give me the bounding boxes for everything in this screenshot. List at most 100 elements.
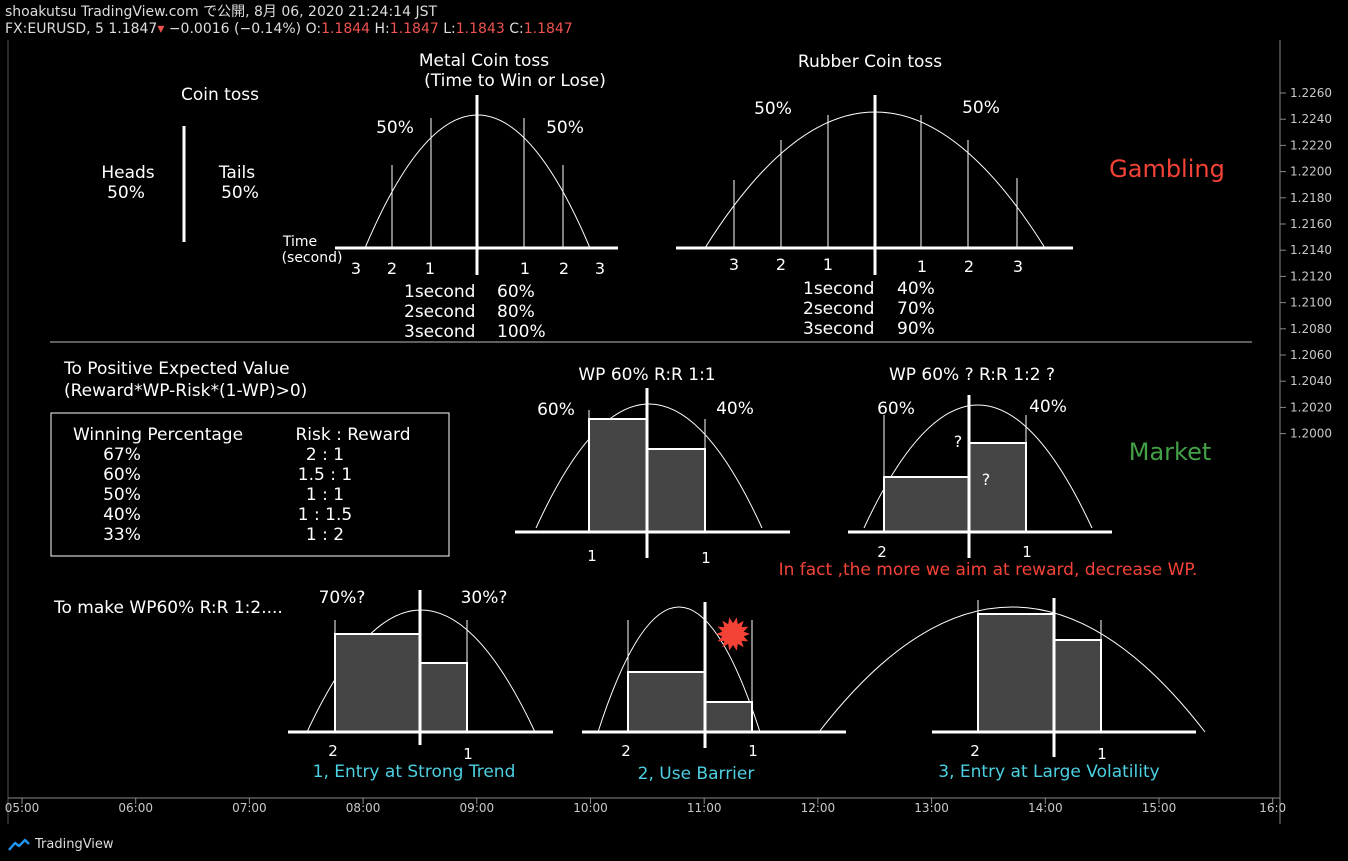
market1-win-bar bbox=[588, 418, 648, 533]
strategy3-tick-label: 1 bbox=[1097, 745, 1107, 763]
rubber-row-label: 1second bbox=[803, 279, 874, 299]
metal-tick-label: 3 bbox=[351, 259, 361, 278]
ev-wp-cell: 50% bbox=[103, 485, 141, 505]
strategy1-tick-label: 1 bbox=[463, 745, 473, 763]
ev-wp-cell: 33% bbox=[103, 525, 141, 545]
time-tick-label: 16:0 bbox=[1259, 801, 1286, 815]
warning-text: In fact ,the more we aim at reward, decr… bbox=[779, 560, 1198, 580]
low-value: 1.1843 bbox=[455, 21, 505, 37]
rubber-row-value: 40% bbox=[897, 279, 935, 299]
metal-tick-label: 2 bbox=[387, 259, 397, 278]
tails-label: Tails bbox=[218, 163, 255, 183]
market1-right-pct: 40% bbox=[716, 399, 754, 419]
strategy3-label: 3, Entry at Large Volatility bbox=[938, 762, 1159, 782]
make-left-pct: 70%? bbox=[319, 588, 366, 608]
price-tick-label: 1.2080 bbox=[1290, 322, 1332, 336]
ev-col-header: Winning Percentage bbox=[73, 425, 243, 445]
time-tick-label: 12:00 bbox=[801, 801, 836, 815]
tradingview-logo[interactable]: TradingView bbox=[8, 837, 114, 852]
metal-row-value: 100% bbox=[497, 322, 546, 342]
gambling-label: Gambling bbox=[1109, 155, 1225, 183]
metal-subtitle: (Time to Win or Lose) bbox=[424, 71, 606, 91]
rubber-row-label: 2second bbox=[803, 299, 874, 319]
chart-header: shoakutsu TradingView.com で公開, 8月 06, 20… bbox=[5, 4, 573, 38]
price-tick-label: 1.2020 bbox=[1290, 400, 1332, 414]
high-label: H: bbox=[374, 21, 390, 37]
ev-wp-cell: 60% bbox=[103, 465, 141, 485]
market2-title: WP 60% ? R:R 1:2 ? bbox=[889, 365, 1055, 385]
down-arrow-icon: ▾ bbox=[157, 21, 165, 37]
heads-label: Heads bbox=[101, 163, 154, 183]
ev-rr-cell: 1 : 1.5 bbox=[298, 505, 352, 525]
close-label: C: bbox=[509, 21, 524, 37]
question-mark: ? bbox=[982, 470, 991, 489]
time-tick-label: 10:00 bbox=[573, 801, 608, 815]
strategy2-win-bar bbox=[627, 671, 706, 733]
price-tick-label: 1.2120 bbox=[1290, 269, 1332, 283]
make-title: To make WP60% R:R 1:2.... bbox=[53, 598, 283, 618]
strategy3-win-bar bbox=[977, 613, 1055, 733]
time-tick-label: 07:00 bbox=[232, 801, 267, 815]
tradingview-brand: TradingView bbox=[35, 837, 114, 852]
metal-row-value: 60% bbox=[497, 282, 535, 302]
high-value: 1.1847 bbox=[389, 21, 439, 37]
rubber-tick-label: 3 bbox=[729, 255, 739, 274]
price-tick-label: 1.2140 bbox=[1290, 243, 1332, 257]
rubber-row-label: 3second bbox=[803, 319, 874, 339]
market2-left-pct: 60% bbox=[877, 399, 915, 419]
price-tick-label: 1.2160 bbox=[1290, 217, 1332, 231]
time-tick-label: 15:00 bbox=[1142, 801, 1177, 815]
rubber-row-value: 70% bbox=[897, 299, 935, 319]
strategy3-curve bbox=[818, 606, 1206, 733]
market2-win-bar bbox=[883, 476, 970, 533]
price-tick-label: 1.2200 bbox=[1290, 165, 1332, 179]
market2-curve bbox=[863, 404, 1093, 529]
metal-axis-unit: (second) bbox=[282, 250, 343, 266]
rubber-title: Rubber Coin toss bbox=[798, 52, 942, 72]
time-tick-label: 05:00 bbox=[5, 801, 40, 815]
strategy2-curve bbox=[597, 606, 761, 733]
ev-col-header: Risk : Reward bbox=[295, 425, 410, 445]
price-tick-label: 1.2060 bbox=[1290, 348, 1332, 362]
ev-formula: (Reward*WP-Risk*(1-WP)>0) bbox=[64, 381, 307, 401]
metal-tick-label: 1 bbox=[425, 259, 435, 278]
barrier-burst-icon bbox=[716, 617, 750, 651]
change-value: −0.0016 (−0.14%) bbox=[168, 21, 302, 37]
strategy1-label: 1, Entry at Strong Trend bbox=[313, 762, 516, 782]
price-tick-label: 1.2100 bbox=[1290, 296, 1332, 310]
open-label: O: bbox=[305, 21, 322, 37]
rubber-tick-label: 1 bbox=[917, 257, 927, 276]
make-right-pct: 30%? bbox=[461, 588, 508, 608]
ev-rr-cell: 1 : 1 bbox=[306, 485, 344, 505]
metal-axis-label: Time bbox=[282, 234, 317, 250]
ev-rr-cell: 1 : 2 bbox=[306, 525, 344, 545]
question-mark: ? bbox=[954, 432, 963, 451]
metal-row-value: 80% bbox=[497, 302, 535, 322]
market-label: Market bbox=[1129, 438, 1212, 466]
strategy2-loss-bar bbox=[704, 701, 753, 733]
strategy1-loss-bar bbox=[419, 662, 468, 733]
price-tick-label: 1.2000 bbox=[1290, 427, 1332, 441]
market1-curve bbox=[535, 403, 763, 529]
market1-title: WP 60% R:R 1:1 bbox=[578, 365, 715, 385]
time-tick-label: 11:00 bbox=[687, 801, 722, 815]
ohlc-line: FX:EURUSD, 5 1.1847▾ −0.0016 (−0.14%) O:… bbox=[5, 21, 573, 38]
strategy1-tick-label: 2 bbox=[328, 742, 338, 760]
time-tick-label: 14:00 bbox=[1028, 801, 1063, 815]
ev-table-border bbox=[50, 412, 450, 557]
footer: TradingView bbox=[0, 829, 1348, 861]
market2-right-pct: 40% bbox=[1029, 397, 1067, 417]
rubber-tick-label: 2 bbox=[964, 257, 974, 276]
market1-tick-label: 1 bbox=[701, 549, 711, 567]
rubber-left-pct: 50% bbox=[754, 99, 792, 119]
metal-title: Metal Coin toss bbox=[419, 51, 549, 71]
price-tick-label: 1.2040 bbox=[1290, 374, 1332, 388]
ev-wp-cell: 67% bbox=[103, 445, 141, 465]
rubber-tick-label: 2 bbox=[776, 255, 786, 274]
time-tick-label: 13:00 bbox=[914, 801, 949, 815]
close-value: 1.1847 bbox=[523, 21, 573, 37]
symbol-label: FX:EURUSD, 5 1.1847 bbox=[5, 21, 158, 37]
strategy3-loss-bar bbox=[1053, 639, 1102, 733]
time-tick-label: 08:00 bbox=[346, 801, 381, 815]
